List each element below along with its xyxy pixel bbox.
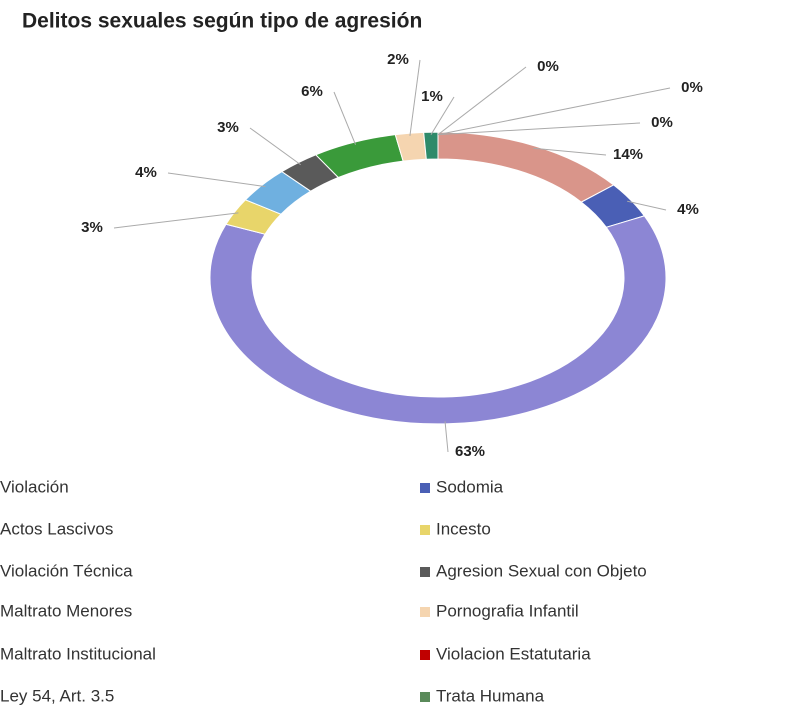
legend-label: Trata Humana xyxy=(436,686,545,705)
leader-line xyxy=(249,127,302,166)
data-label: 1% xyxy=(421,88,443,105)
leader-line xyxy=(533,147,607,156)
legend-swatch xyxy=(420,483,430,493)
leader-line xyxy=(333,91,357,145)
data-label: 4% xyxy=(135,164,157,181)
leader-line xyxy=(167,172,266,188)
legend-label: Sodomia xyxy=(436,477,504,496)
data-label: 6% xyxy=(301,83,323,100)
legend-swatch xyxy=(420,692,430,702)
donut-segment xyxy=(437,131,615,203)
legend-label: Actos Lascivos xyxy=(0,519,113,538)
data-label: 2% xyxy=(387,51,409,68)
legend-label: Violacion Estatutaria xyxy=(436,644,591,663)
legend-label: Maltrato Institucional xyxy=(0,644,156,663)
leader-line xyxy=(409,59,421,136)
legend-label: Ley 54, Art. 3.5 xyxy=(0,686,114,705)
legend-label: Pornografia Infantil xyxy=(436,601,579,620)
leader-line xyxy=(444,421,449,453)
chart-title: Delitos sexuales según tipo de agresión xyxy=(22,10,422,33)
legend-swatch xyxy=(420,650,430,660)
data-label: 63% xyxy=(455,443,485,460)
legend-swatch xyxy=(420,567,430,577)
legend-label: Maltrato Menores xyxy=(0,601,132,620)
legend-swatch xyxy=(420,607,430,617)
leader-line xyxy=(437,122,641,136)
data-label: 3% xyxy=(81,219,103,236)
legend-label: Violación xyxy=(0,477,69,496)
legend-swatch xyxy=(420,525,430,535)
donut-segment xyxy=(423,131,439,160)
leader-line xyxy=(430,96,455,135)
data-label: 4% xyxy=(677,201,699,218)
legend-label: Agresion Sexual con Objeto xyxy=(436,561,647,580)
data-label: 0% xyxy=(681,79,703,96)
leader-line xyxy=(627,200,667,211)
donut-segment xyxy=(209,215,667,425)
data-label: 3% xyxy=(217,119,239,136)
data-label: 0% xyxy=(651,114,673,131)
data-label: 14% xyxy=(613,146,643,163)
leader-line xyxy=(113,212,239,229)
leader-line xyxy=(437,66,527,136)
leader-line xyxy=(437,87,671,136)
legend-label: Violación Técnica xyxy=(0,561,133,580)
data-label: 0% xyxy=(537,58,559,75)
legend-label: Incesto xyxy=(436,519,491,538)
